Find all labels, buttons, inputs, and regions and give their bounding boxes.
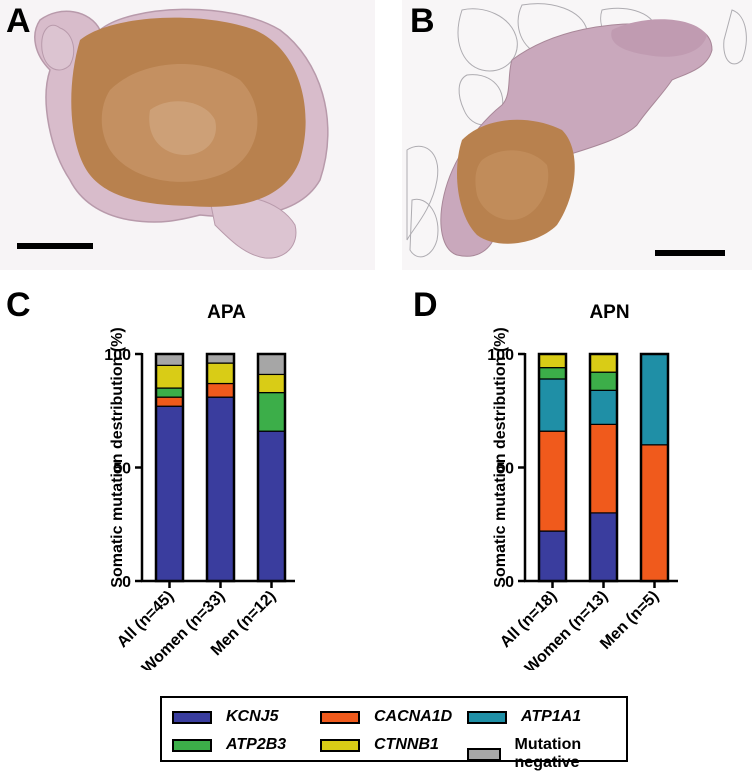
legend-label-cacna1d: CACNA1D <box>374 708 453 725</box>
chart-title: APN <box>589 302 629 323</box>
panel-letter-a: A <box>6 2 31 40</box>
bar-segment-cacna1d <box>155 396 184 407</box>
histology-image-b <box>402 0 752 270</box>
y-tick-label: 100 <box>487 347 514 364</box>
panel-letter-d: D <box>413 286 438 324</box>
legend-label-atp1a1: ATP1A1 <box>521 708 582 725</box>
bar-segment-ctnnb1 <box>206 362 235 385</box>
chart-apn: APN Somatic mutation destribution (%)0 50 1… <box>487 302 678 670</box>
legend-swatch-cacna1d <box>320 710 360 724</box>
histology-image-a <box>0 0 375 270</box>
bar-segment-atp1a1 <box>538 378 567 432</box>
bar-segment-cacna1d <box>640 444 669 582</box>
chart-legend: KCNJ5 CACNA1D ATP1A1 ATP2B3 CTNNB1 Mutat… <box>160 696 628 771</box>
legend-item-kcnj5: KCNJ5 <box>172 708 278 726</box>
chart-apa: APA Somatic mutation destribution (%)0 50 1… <box>104 302 295 670</box>
bar-segment-atp2b3 <box>257 391 286 432</box>
y-tick-label: 0 <box>505 574 514 591</box>
chart-title: APA <box>207 302 246 323</box>
bar-segment-atp1a1 <box>589 389 618 425</box>
bar-segment-atp2b3 <box>589 371 618 391</box>
bar-segment-kcnj5 <box>589 512 618 582</box>
bar-segment-atp1a1 <box>640 353 669 446</box>
panel-letter-b: B <box>410 2 435 40</box>
y-tick-label: 50 <box>113 461 131 478</box>
panel-letter-c: C <box>6 286 31 324</box>
y-axis-label: Somatic mutation destribution (%) <box>492 327 509 587</box>
y-tick-label: 100 <box>104 347 131 364</box>
bar-segment-atp2b3 <box>538 367 567 380</box>
bar-segment-ctnnb1 <box>155 364 184 389</box>
bar-segment-mutation-negative <box>206 353 235 364</box>
bar-segment-atp2b3 <box>155 387 184 398</box>
legend-label-mutation-negative: Mutation negative <box>514 736 582 771</box>
legend-item-cacna1d: CACNA1D <box>320 708 452 726</box>
bar-segment-kcnj5 <box>538 530 567 582</box>
bar-segment-mutation-negative <box>257 353 286 376</box>
bar-segment-kcnj5 <box>257 430 286 582</box>
bar-segment-mutation-negative <box>155 353 184 366</box>
y-axis-label: Somatic mutation destribution (%) <box>109 327 126 587</box>
legend-label-ctnnb1: CTNNB1 <box>374 736 439 753</box>
legend-item-atp1a1: ATP1A1 <box>467 708 581 726</box>
legend-swatch-mutation-negative <box>467 747 501 761</box>
bar-segment-cacna1d <box>206 382 235 398</box>
legend-swatch-kcnj5 <box>172 710 212 724</box>
bar-segment-ctnnb1 <box>538 353 567 369</box>
y-tick-label: 0 <box>122 574 131 591</box>
legend-item-mutation-negative: Mutation negative <box>467 736 626 772</box>
bar-segment-kcnj5 <box>206 396 235 582</box>
legend-label-kcnj5: KCNJ5 <box>226 708 279 725</box>
legend-swatch-ctnnb1 <box>320 738 360 752</box>
bar-segment-cacna1d <box>589 423 618 514</box>
legend-swatch-atp2b3 <box>172 738 212 752</box>
legend-item-atp2b3: ATP2B3 <box>172 736 286 754</box>
legend-item-ctnnb1: CTNNB1 <box>320 736 439 754</box>
legend-swatch-atp1a1 <box>467 710 507 724</box>
legend-label-atp2b3: ATP2B3 <box>226 736 287 753</box>
bar-segment-ctnnb1 <box>257 373 286 394</box>
bar-segment-cacna1d <box>538 430 567 532</box>
bar-segment-ctnnb1 <box>589 353 618 373</box>
bar-segment-kcnj5 <box>155 405 184 582</box>
y-tick-label: 50 <box>496 461 514 478</box>
